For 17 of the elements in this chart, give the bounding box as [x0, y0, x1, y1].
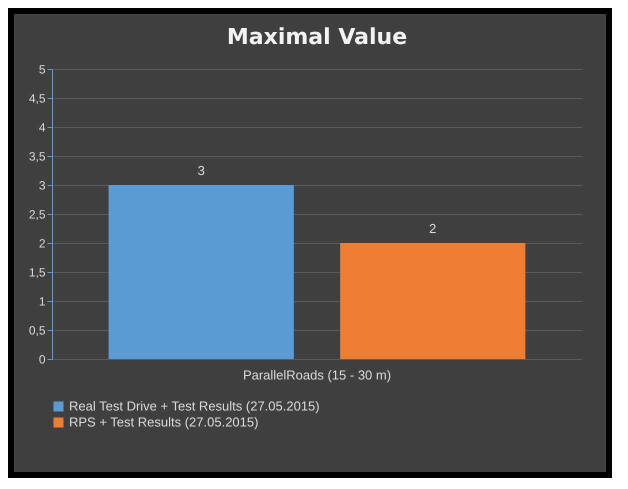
- y-tick-label: 4: [38, 120, 46, 134]
- y-tick-label: 5: [38, 62, 46, 76]
- legend-label: RPS + Test Results (27.05.2015): [69, 414, 258, 430]
- y-tick-label: 0,5: [28, 324, 46, 338]
- y-tick-label: 1: [38, 294, 46, 308]
- y-tick-label: 2: [38, 236, 46, 250]
- y-tick-label: 3: [38, 178, 46, 192]
- chart-title: Maximal Value: [226, 25, 408, 50]
- y-tick-label: 2,5: [28, 208, 46, 222]
- legend-label: Real Test Drive + Test Results (27.05.2015): [69, 398, 320, 414]
- x-tick-label: ParallelRoads (15 - 30 m): [242, 368, 392, 382]
- y-tick-label: 3,5: [28, 150, 46, 164]
- y-tick-label: 4,5: [28, 92, 46, 106]
- y-tick-label: 1,5: [28, 266, 46, 280]
- y-tick-label: 0: [38, 352, 46, 366]
- data-label: 2: [429, 221, 436, 236]
- data-label: 3: [198, 163, 205, 178]
